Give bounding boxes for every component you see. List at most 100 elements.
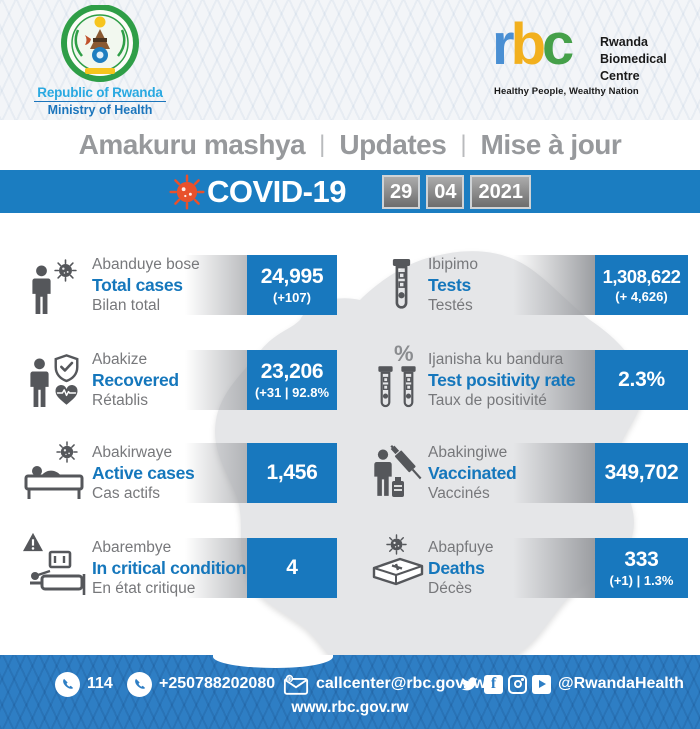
divider — [34, 101, 166, 102]
stat-value: 1,456 — [266, 461, 318, 484]
coffin-virus-icon — [372, 536, 432, 600]
stat-vaccinated: Abakingiwe Vaccinated Vaccinés 349,702 — [372, 443, 688, 505]
stat-value-box: 349,702 — [595, 443, 688, 503]
label-fr: Testés — [428, 297, 473, 314]
updates-title-band: Amakuru mashya | Updates | Mise à jour — [0, 120, 700, 170]
stat-value: 4 — [286, 556, 298, 579]
label-fr: Bilan total — [92, 297, 161, 314]
stat-subvalue: (+107) — [273, 290, 311, 305]
hotline-long-number: +250788202080 — [159, 675, 276, 692]
social-icons: f — [460, 674, 551, 694]
website-url[interactable]: www.rbc.gov.rw — [291, 699, 409, 716]
envelope-icon: @ — [283, 674, 309, 695]
rbc-letter-b: b — [510, 12, 546, 77]
label-en: In critical condition — [92, 558, 247, 578]
title-kinyarwanda: Amakuru mashya — [78, 129, 306, 160]
hotline-short[interactable]: 114 — [55, 671, 113, 697]
rbc-letter-c: c — [542, 12, 574, 77]
report-date: 29 04 2021 — [381, 174, 531, 209]
test-tubes-percent-icon: % — [372, 343, 432, 412]
date-month: 04 — [426, 174, 465, 209]
stat-value-box: 333 (+1) | 1.3% — [595, 538, 688, 598]
label-rw: Abapfuye — [428, 539, 494, 556]
label-fr: En état critique — [92, 580, 196, 597]
covid-banner: COVID-19 29 04 2021 — [0, 170, 700, 213]
hotline-long[interactable]: +250788202080 — [127, 671, 276, 697]
republic-of-rwanda-label: Republic of Rwanda — [37, 85, 163, 100]
stat-labels: Abakingiwe Vaccinated Vaccinés — [428, 443, 517, 504]
person-virus-icon — [28, 253, 88, 317]
stat-value-box: 2.3% — [595, 350, 688, 410]
twitter-icon[interactable] — [460, 675, 479, 694]
label-rw: Abanduye bose — [92, 256, 200, 273]
covid-title: COVID-19 — [207, 173, 346, 209]
stat-total-cases: Abanduye bose Total cases Bilan total 24… — [28, 253, 337, 317]
rbc-logo-letters: rbc — [492, 16, 574, 74]
youtube-icon[interactable] — [532, 674, 551, 694]
label-en: Vaccinated — [428, 463, 517, 483]
label-en: Deaths — [428, 558, 485, 578]
label-rw: Abakirwaye — [92, 444, 173, 461]
rbc-logo: rbc Rwanda Biomedical Centre Healthy Peo… — [492, 16, 692, 110]
stat-value-box: 1,456 — [247, 443, 337, 503]
footer-contact-bar: 114 +250788202080 @ callcenter@rbc.gov.r… — [0, 655, 700, 729]
stat-value-box: 24,995 (+107) — [247, 255, 337, 315]
government-titles: Republic of Rwanda Ministry of Health — [10, 85, 190, 117]
date-year: 2021 — [470, 174, 531, 209]
gradient-bar — [513, 255, 595, 315]
stat-value: 23,206 — [260, 360, 324, 383]
stat-value-box: 23,206 (+31 | 92.8% — [247, 350, 337, 410]
label-fr: Décès — [428, 580, 472, 597]
title-separator: | — [319, 131, 326, 158]
map-bottom-tip — [213, 655, 333, 668]
stat-labels: Abapfuye Deaths Décès — [428, 538, 494, 599]
label-fr: Vaccinés — [428, 485, 490, 502]
stat-recovered: Abakize Recovered Rétablis 23,206 (+31 |… — [28, 348, 337, 412]
title-english: Updates — [339, 129, 447, 160]
stat-labels: Ijanisha ku bandura Test positivity rate… — [428, 350, 576, 411]
title-french: Mise à jour — [480, 129, 622, 160]
svg-text:@: @ — [287, 676, 292, 682]
stat-labels: Abakize Recovered Rétablis — [92, 350, 179, 411]
rbc-name-line: Biomedical — [600, 52, 667, 66]
label-en: Test positivity rate — [428, 370, 576, 390]
gradient-bar — [513, 350, 595, 410]
test-tube-icon — [372, 253, 432, 317]
stat-deaths: Abapfuye Deaths Décès 333 (+1) | 1.3% — [372, 538, 688, 600]
rbc-name: Rwanda Biomedical Centre — [600, 34, 667, 85]
label-en: Total cases — [92, 275, 183, 295]
label-en: Tests — [428, 275, 471, 295]
label-rw: Abakize — [92, 351, 148, 368]
instagram-icon[interactable] — [508, 674, 527, 694]
email-contact[interactable]: @ callcenter@rbc.gov.rw — [283, 674, 486, 695]
label-rw: Ijanisha ku bandura — [428, 351, 564, 368]
rbc-name-line: Centre — [600, 69, 640, 83]
stat-labels: Abakirwaye Active cases Cas actifs — [92, 443, 195, 504]
social-handle: @RwandaHealth — [558, 675, 684, 692]
label-rw: Abarembye — [92, 539, 172, 556]
icu-bed-warning-icon — [23, 532, 88, 600]
footer-contacts: 114 +250788202080 @ callcenter@rbc.gov.r… — [0, 669, 700, 699]
stat-value-box: 1,308,622 (+ 4,626) — [595, 255, 688, 315]
label-fr: Cas actifs — [92, 485, 161, 502]
top-header-band: Republic of Rwanda Ministry of Health rb… — [0, 0, 700, 120]
label-en: Active cases — [92, 463, 195, 483]
stat-value: 333 — [624, 548, 659, 571]
ministry-of-health-label: Ministry of Health — [47, 103, 153, 117]
stat-value: 2.3% — [618, 368, 665, 391]
phone-icon — [55, 671, 80, 697]
stats-panel: Abanduye bose Total cases Bilan total 24… — [0, 213, 700, 655]
stat-value: 24,995 — [260, 265, 324, 288]
stat-active-cases: Abakirwaye Active cases Cas actifs 1,456 — [24, 443, 337, 505]
title-separator: | — [460, 131, 467, 158]
stat-value: 349,702 — [604, 461, 679, 484]
whatsapp-phone-icon — [127, 671, 152, 697]
stat-positivity: % Ijanisha ku bandura Test positivity ra… — [372, 343, 688, 412]
person-shield-heart-icon — [28, 348, 88, 412]
hotline-short-number: 114 — [87, 675, 113, 692]
stat-value: 1,308,622 — [602, 266, 681, 287]
label-fr: Rétablis — [92, 392, 148, 409]
facebook-icon[interactable]: f — [484, 674, 503, 694]
stat-labels: Abarembye In critical condition En état … — [92, 538, 246, 599]
date-day: 29 — [381, 174, 421, 209]
